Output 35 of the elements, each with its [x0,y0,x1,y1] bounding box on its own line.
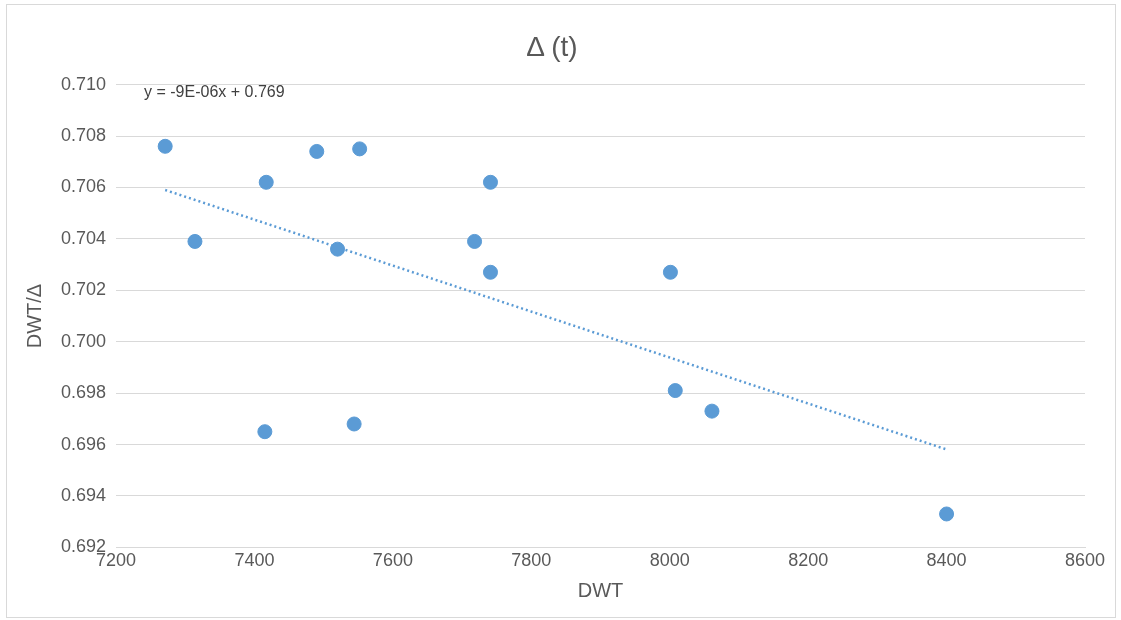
point [352,141,368,157]
point [467,233,483,249]
point [662,264,678,280]
point [257,424,273,440]
y-tick-label: 0.704 [61,227,107,248]
point [330,241,346,257]
x-tick-label: 7600 [372,550,413,571]
point [667,383,683,399]
y-tick-label: 0.708 [61,124,107,145]
y-axis-title: DWT/Δ [22,283,45,349]
y-tick-label: 0.710 [61,73,107,94]
point [157,138,173,154]
point [939,506,955,522]
x-tick-label: 8600 [1064,550,1106,571]
point [704,403,720,419]
x-axis-title: DWT [577,578,624,601]
point [258,174,274,190]
x-tick-label: 7800 [511,550,552,571]
point [482,174,498,190]
x-tick-label: 7400 [234,550,275,571]
x-tick-label: 8000 [649,550,690,571]
y-tick-label: 0.696 [61,433,107,454]
y-tick-label: 0.702 [61,279,107,300]
point [187,233,203,249]
point [482,264,498,280]
x-tick-label: 8400 [926,550,967,571]
y-tick-label: 0.694 [61,484,107,505]
y-tick-label: 0.706 [61,176,107,197]
y-tick-label: 0.698 [61,382,107,403]
x-tick-label: 8200 [788,550,829,571]
chart-title: Δ (t) [526,30,578,62]
annotation: y = -9E-06x + 0.769 [144,83,285,101]
point [346,416,362,432]
y-tick-label: 0.700 [61,330,107,351]
point [309,143,325,159]
